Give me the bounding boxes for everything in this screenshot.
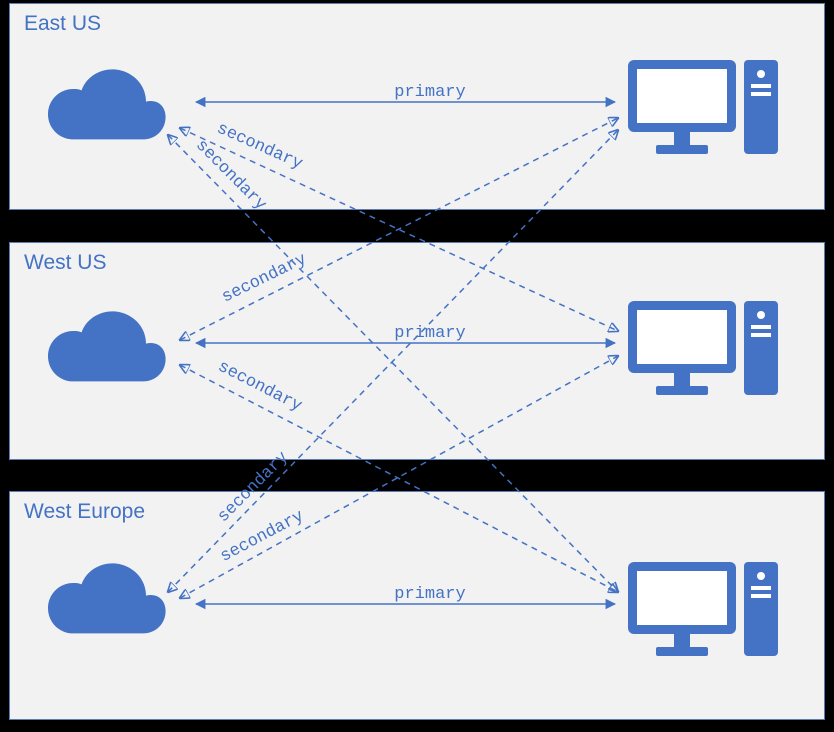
region-label-west-europe: West Europe (24, 500, 145, 524)
cloud-icon (34, 307, 174, 397)
computer-icon (628, 297, 778, 402)
region-label-west-us: West US (24, 251, 106, 275)
cloud-icon (34, 65, 174, 155)
computer-icon (628, 558, 778, 663)
cloud-icon (34, 559, 174, 649)
computer-icon (628, 56, 778, 161)
region-label-east-us: East US (24, 12, 101, 36)
